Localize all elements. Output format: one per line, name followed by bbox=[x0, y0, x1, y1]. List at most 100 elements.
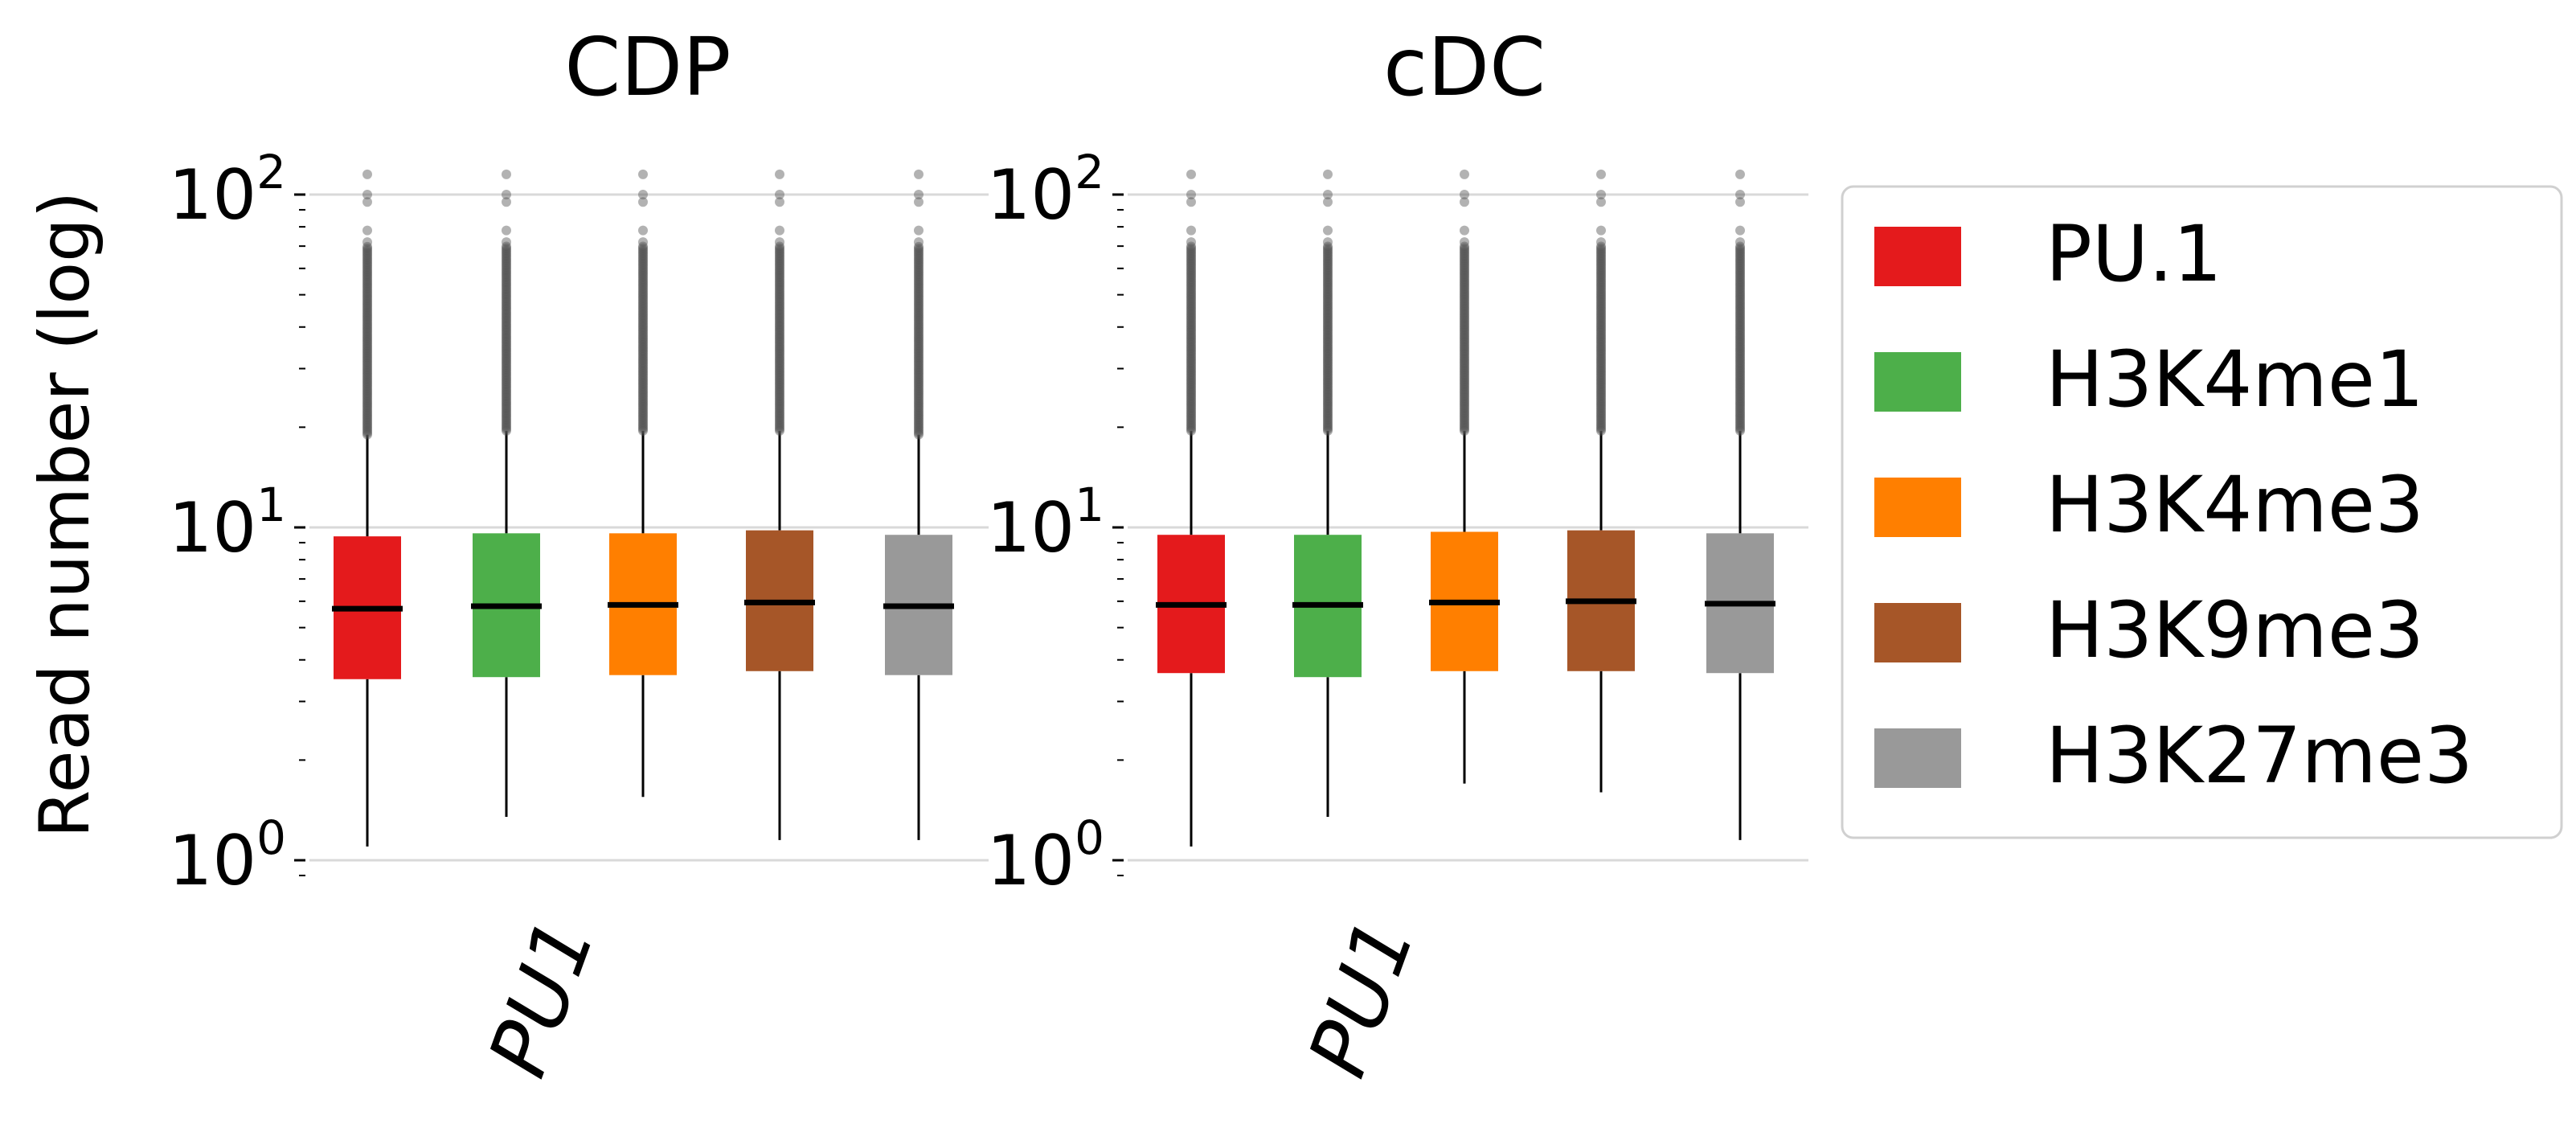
outlier-point bbox=[1460, 288, 1469, 298]
outlier-point bbox=[775, 355, 784, 365]
outlier-point bbox=[1323, 310, 1333, 321]
outlier-point bbox=[914, 257, 924, 268]
outlier-point bbox=[1596, 339, 1606, 350]
outlier-point bbox=[914, 241, 924, 252]
outlier-point bbox=[502, 363, 511, 374]
outlier-point bbox=[775, 416, 784, 426]
outlier-point bbox=[1596, 294, 1606, 305]
outlier-point bbox=[502, 407, 511, 417]
outlier-point bbox=[502, 225, 511, 236]
outlier-point bbox=[502, 329, 511, 339]
outlier-point bbox=[1323, 291, 1333, 301]
outlier-point bbox=[362, 310, 372, 321]
outlier-point bbox=[638, 264, 648, 274]
outlier-point bbox=[914, 366, 924, 376]
outlier-point bbox=[638, 300, 648, 310]
outlier-point bbox=[502, 248, 511, 259]
outlier-point bbox=[1596, 371, 1606, 381]
outlier-point bbox=[638, 289, 648, 300]
outlier-point bbox=[362, 262, 372, 273]
outlier-point bbox=[1735, 237, 1745, 248]
outlier-point bbox=[362, 366, 372, 376]
outlier-point bbox=[1186, 169, 1196, 179]
outlier-point bbox=[1596, 398, 1606, 408]
outlier-point bbox=[1186, 422, 1196, 433]
outlier-point bbox=[1596, 422, 1606, 433]
outlier-point bbox=[502, 322, 511, 333]
outlier-point bbox=[502, 190, 511, 199]
outlier-point bbox=[914, 343, 924, 354]
outlier-point bbox=[1596, 333, 1606, 343]
outlier-point bbox=[1323, 246, 1333, 256]
outlier-point bbox=[502, 324, 511, 334]
outlier-point bbox=[638, 407, 648, 417]
outlier-point bbox=[638, 330, 648, 341]
outlier-point bbox=[1596, 379, 1606, 390]
outlier-point bbox=[1323, 281, 1333, 291]
outlier-point bbox=[1596, 416, 1606, 426]
outlier-point bbox=[638, 384, 648, 395]
outlier-point bbox=[502, 347, 511, 357]
outlier-point bbox=[1186, 260, 1196, 271]
outlier-point bbox=[775, 248, 784, 259]
outlier-point bbox=[502, 317, 511, 327]
outlier-point bbox=[1460, 267, 1469, 277]
outlier-point bbox=[362, 255, 372, 265]
outlier-point bbox=[1735, 412, 1745, 422]
outlier-point bbox=[1323, 396, 1333, 407]
outlier-point bbox=[1323, 303, 1333, 314]
outlier-point bbox=[775, 317, 784, 327]
outlier-point bbox=[1186, 330, 1196, 341]
outlier-point bbox=[775, 341, 784, 351]
outlier-point bbox=[502, 420, 511, 431]
outlier-point bbox=[1596, 241, 1606, 252]
outlier-point bbox=[362, 359, 372, 369]
outlier-point bbox=[502, 375, 511, 386]
outlier-point bbox=[914, 388, 924, 399]
outlier-point bbox=[1735, 326, 1745, 336]
outlier-point bbox=[1596, 279, 1606, 289]
outlier-point bbox=[1460, 281, 1469, 291]
outlier-point bbox=[1596, 424, 1606, 434]
outlier-point bbox=[638, 321, 648, 331]
outlier-point bbox=[1186, 270, 1196, 281]
outlier-point bbox=[1460, 379, 1469, 390]
outlier-point bbox=[362, 381, 372, 392]
outlier-point bbox=[502, 351, 511, 362]
outlier-point bbox=[1460, 291, 1469, 301]
outlier-point bbox=[1323, 305, 1333, 315]
outlier-point bbox=[775, 383, 784, 393]
outlier-point bbox=[1735, 265, 1745, 276]
outlier-point bbox=[502, 393, 511, 404]
outlier-point bbox=[1596, 314, 1606, 324]
outlier-point bbox=[638, 365, 648, 375]
outlier-point bbox=[1186, 374, 1196, 384]
outlier-point bbox=[362, 342, 372, 352]
outlier-point bbox=[362, 307, 372, 318]
outlier-point bbox=[914, 360, 924, 371]
outlier-point bbox=[775, 339, 784, 350]
box-pu1 bbox=[332, 169, 403, 847]
outlier-point bbox=[502, 413, 511, 424]
outlier-point bbox=[1323, 244, 1333, 255]
outlier-point bbox=[1596, 400, 1606, 410]
outlier-point bbox=[1186, 396, 1196, 407]
outlier-point bbox=[1460, 371, 1469, 381]
outlier-point bbox=[1323, 273, 1333, 283]
outlier-point bbox=[1460, 255, 1469, 265]
outlier-point bbox=[1323, 315, 1333, 326]
outlier-point bbox=[1186, 405, 1196, 416]
outlier-point bbox=[502, 300, 511, 310]
outlier-point bbox=[775, 398, 784, 408]
outlier-point bbox=[502, 291, 511, 301]
outlier-point bbox=[1323, 279, 1333, 289]
outlier-point bbox=[775, 298, 784, 309]
outlier-point bbox=[502, 404, 511, 414]
outlier-point bbox=[502, 309, 511, 319]
outlier-point bbox=[1735, 401, 1745, 412]
outlier-point bbox=[1460, 419, 1469, 429]
outlier-point bbox=[1460, 298, 1469, 309]
outlier-point bbox=[1186, 372, 1196, 383]
outlier-point bbox=[1596, 309, 1606, 319]
outlier-point bbox=[914, 338, 924, 348]
